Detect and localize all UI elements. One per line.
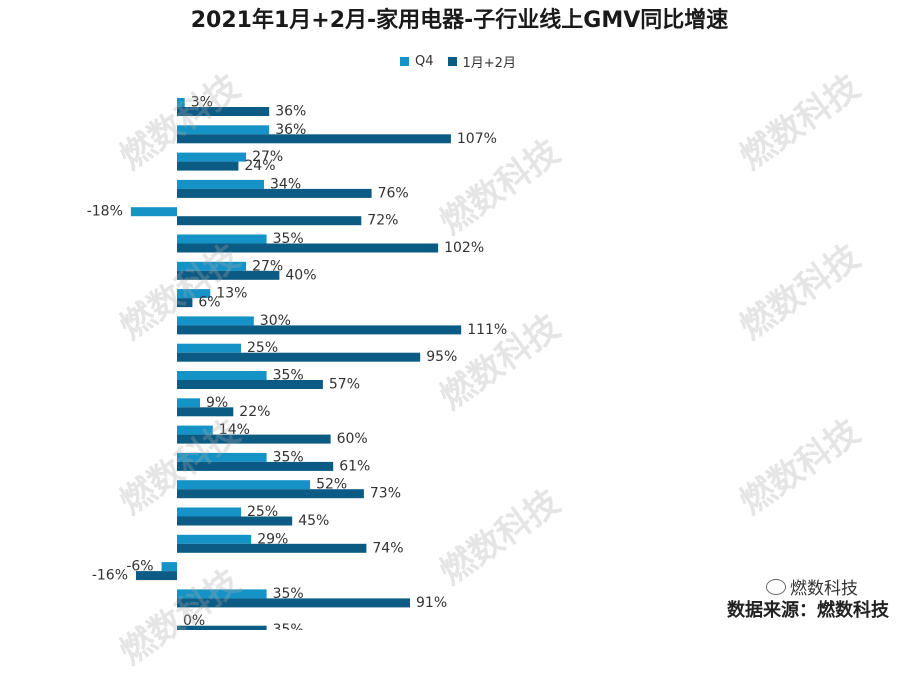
bar-q4 — [177, 480, 311, 490]
bar-jan-feb — [136, 571, 177, 581]
bar-jan-feb — [177, 243, 439, 253]
data-label-q4: 13% — [216, 286, 247, 302]
data-label-jan-feb: 76% — [378, 185, 409, 201]
data-label-q4: 3% — [191, 95, 213, 111]
bar-jan-feb — [177, 298, 193, 308]
data-label-jan-feb: 24% — [244, 158, 275, 174]
data-label-jan-feb: 40% — [285, 267, 316, 283]
data-label-q4: 34% — [270, 176, 301, 192]
data-label-q4: 27% — [252, 149, 283, 165]
bar-q4 — [177, 234, 267, 244]
bar-jan-feb — [177, 107, 270, 116]
data-label-jan-feb: 61% — [339, 458, 370, 474]
data-label-jan-feb: 35% — [273, 622, 304, 630]
legend-swatch-jan-feb — [447, 57, 457, 66]
bar-q4 — [177, 261, 247, 271]
bar-jan-feb — [177, 134, 451, 144]
data-label-jan-feb: 74% — [372, 540, 403, 556]
brand-label: 燃数科技 — [790, 579, 858, 599]
bar-q4 — [177, 534, 252, 544]
data-label-q4: 14% — [219, 422, 250, 438]
data-label-jan-feb: 57% — [329, 377, 360, 393]
bar-jan-feb — [177, 270, 280, 280]
bar-jan-feb — [177, 407, 234, 417]
legend-label-q4: Q4 — [415, 54, 434, 69]
data-label-jan-feb: 60% — [337, 431, 368, 447]
bar-jan-feb — [177, 380, 323, 389]
legend-item-q4: Q4 — [400, 54, 434, 69]
data-label-jan-feb: 111% — [467, 322, 507, 338]
bar-jan-feb — [177, 516, 293, 526]
bar-jan-feb — [177, 461, 334, 471]
legend: Q4 1月+2月 — [400, 52, 516, 71]
bar-jan-feb — [177, 543, 367, 553]
bar-jan-feb — [177, 188, 372, 198]
bar-q4 — [177, 507, 241, 517]
data-label-q4: 35% — [273, 449, 304, 465]
bar-q4 — [177, 398, 200, 408]
data-label-q4: 35% — [273, 231, 304, 247]
data-label-q4: -18% — [87, 204, 123, 220]
data-label-q4: 0% — [183, 613, 205, 629]
data-label-jan-feb: -16% — [92, 568, 128, 584]
wechat-icon — [766, 578, 786, 595]
data-label-jan-feb: 73% — [370, 486, 401, 502]
bar-q4 — [177, 152, 247, 162]
data-label-jan-feb: 6% — [198, 295, 220, 311]
data-label-jan-feb: 107% — [457, 131, 497, 147]
data-label-q4: 35% — [273, 586, 304, 602]
bar-q4 — [130, 207, 177, 217]
data-label-q4: -6% — [126, 559, 153, 575]
bar-jan-feb — [177, 161, 239, 171]
bar-jan-feb — [177, 352, 421, 362]
data-label-q4: 36% — [275, 122, 306, 138]
bar-jan-feb — [177, 216, 362, 226]
data-label-jan-feb: 91% — [416, 595, 447, 611]
data-label-q4: 9% — [206, 395, 228, 411]
legend-item-jan-feb: 1月+2月 — [447, 52, 516, 71]
data-label-q4: 29% — [257, 531, 288, 547]
bar-jan-feb — [177, 489, 364, 499]
bar-q4 — [177, 425, 213, 435]
bar-q4 — [177, 289, 211, 299]
data-label-jan-feb: 22% — [239, 404, 270, 420]
legend-swatch-q4 — [400, 57, 409, 66]
data-label-jan-feb: 95% — [426, 349, 457, 365]
chart-title: 2021年1月+2月-家用电器-子行业线上GMV同比增速 — [190, 8, 729, 33]
bar-q4 — [161, 562, 177, 572]
data-label-q4: 30% — [260, 313, 291, 329]
bar-jan-feb — [177, 434, 331, 444]
data-label-jan-feb: 102% — [444, 240, 484, 256]
data-label-jan-feb: 36% — [275, 104, 306, 120]
bar-q4 — [177, 179, 264, 189]
bar-q4 — [177, 343, 241, 353]
bar-chart: 3%36%36%107%27%24%34%76%-18%72%35%102%27… — [87, 95, 507, 630]
source-note: 数据来源：燃数科技 — [727, 600, 889, 621]
bar-q4 — [177, 452, 267, 462]
bar-jan-feb — [177, 625, 267, 630]
bar-q4 — [177, 589, 267, 599]
data-label-q4: 25% — [247, 504, 278, 520]
bar-q4 — [177, 371, 267, 380]
brand-badge: 燃数科技 — [766, 574, 858, 599]
data-label-q4: 27% — [252, 258, 283, 274]
data-label-jan-feb: 45% — [298, 513, 329, 529]
data-label-jan-feb: 72% — [367, 213, 398, 229]
data-label-q4: 25% — [247, 340, 278, 356]
bar-jan-feb — [177, 598, 410, 608]
legend-label-jan-feb: 1月+2月 — [462, 56, 516, 71]
bar-q4 — [177, 316, 254, 326]
data-label-q4: 52% — [316, 477, 347, 493]
data-label-q4: 35% — [273, 368, 304, 384]
bar-jan-feb — [177, 325, 462, 335]
bar-q4 — [177, 98, 185, 107]
bar-q4 — [177, 125, 270, 135]
